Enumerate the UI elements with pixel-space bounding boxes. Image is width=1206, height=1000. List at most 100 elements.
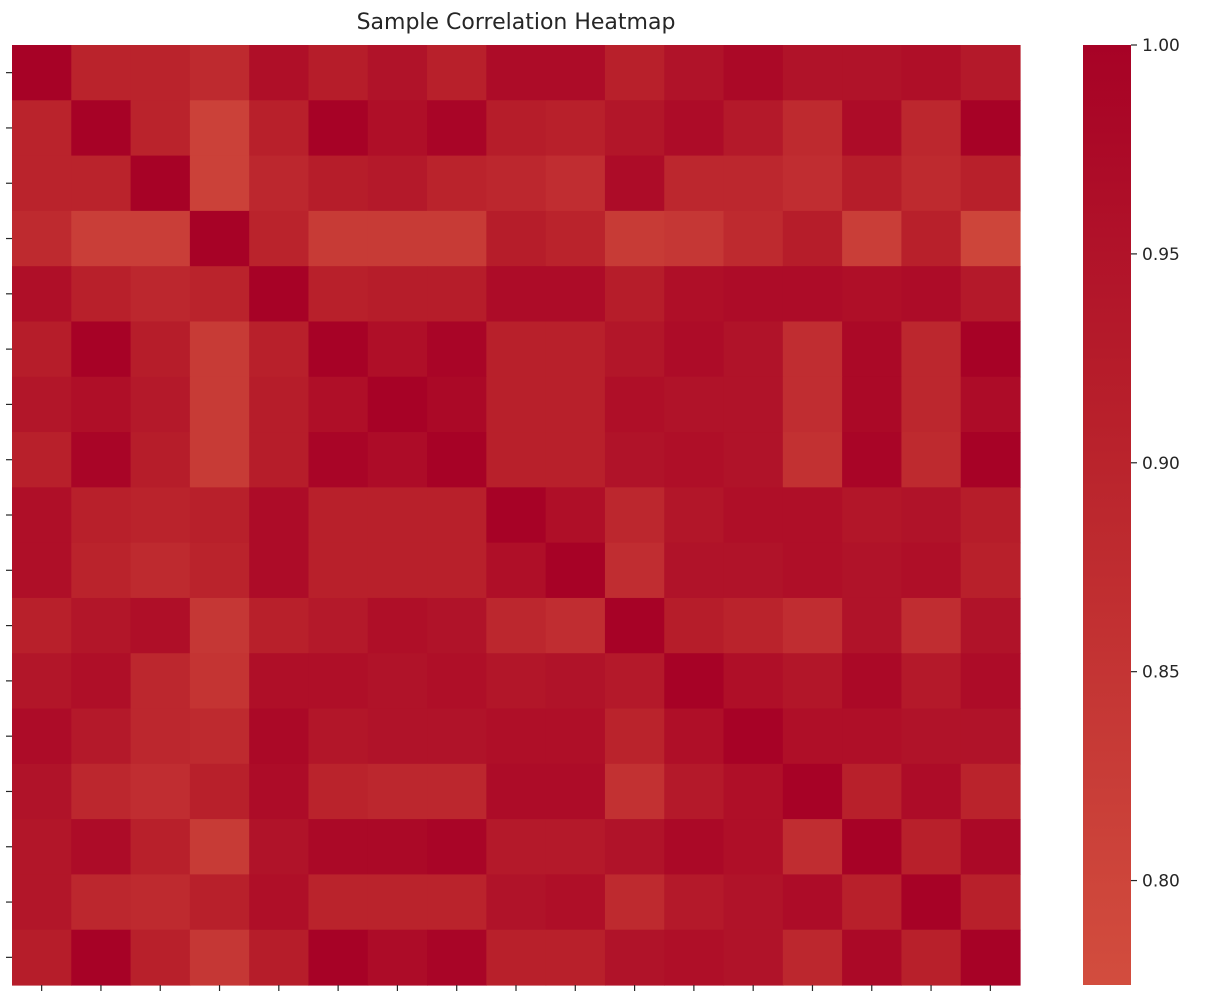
- heatmap-cell: [842, 708, 903, 765]
- heatmap-cell: [249, 210, 310, 267]
- heatmap-cell: [249, 100, 310, 157]
- heatmap-cell: [723, 266, 784, 323]
- heatmap-cell: [367, 819, 428, 876]
- heatmap-cell: [723, 45, 784, 101]
- heatmap-cell: [842, 487, 903, 544]
- heatmap-cell: [308, 100, 369, 157]
- heatmap-cell: [723, 874, 784, 931]
- heatmap-cell: [545, 266, 606, 323]
- heatmap-cell: [842, 542, 903, 599]
- heatmap-cell: [782, 100, 843, 157]
- heatmap-cell: [367, 210, 428, 267]
- heatmap-cell: [782, 266, 843, 323]
- heatmap-cell: [664, 597, 725, 654]
- heatmap-cell: [427, 929, 487, 986]
- heatmap-cell: [12, 210, 72, 267]
- heatmap-cell: [12, 487, 72, 544]
- heatmap-cell: [782, 487, 843, 544]
- heatmap-cell: [189, 321, 250, 378]
- heatmap-cell: [545, 432, 606, 488]
- heatmap-cell: [71, 100, 132, 157]
- heatmap-cell: [308, 321, 369, 378]
- heatmap-cell: [604, 45, 665, 101]
- heatmap-cell: [367, 376, 428, 433]
- heatmap-cell: [367, 45, 428, 101]
- heatmap-cell: [960, 929, 1021, 986]
- heatmap-cell: [960, 266, 1021, 323]
- heatmap-cell: [367, 653, 428, 710]
- heatmap-cell: [189, 155, 250, 212]
- heatmap-cell: [130, 45, 191, 101]
- heatmap-cell: [486, 763, 547, 820]
- heatmap-cell: [486, 376, 547, 433]
- heatmap-cell: [545, 100, 606, 157]
- colorbar-tick-label: 0.95: [1142, 245, 1180, 265]
- heatmap-cell: [71, 45, 132, 101]
- heatmap-cell: [604, 597, 665, 654]
- heatmap-cell: [249, 874, 310, 931]
- heatmap-cell: [901, 708, 962, 765]
- heatmap-cell: [782, 45, 843, 101]
- heatmap-cell: [604, 100, 665, 157]
- heatmap-cell: [960, 708, 1021, 765]
- heatmap-cell: [130, 874, 191, 931]
- heatmap-cell: [723, 321, 784, 378]
- heatmap-cell: [249, 376, 310, 433]
- heatmap-cell: [901, 432, 962, 488]
- heatmap-cell: [604, 376, 665, 433]
- heatmap-cell: [189, 487, 250, 544]
- heatmap-cell: [842, 376, 903, 433]
- heatmap-cell: [486, 432, 547, 488]
- heatmap-cell: [545, 874, 606, 931]
- heatmap-cell: [189, 432, 250, 488]
- heatmap-cell: [545, 819, 606, 876]
- heatmap-cell: [901, 542, 962, 599]
- heatmap-cell: [842, 432, 903, 488]
- heatmap-cell: [367, 542, 428, 599]
- heatmap-cell: [782, 432, 843, 488]
- heatmap-cell: [71, 376, 132, 433]
- heatmap-cell: [249, 708, 310, 765]
- heatmap-cell: [427, 210, 487, 267]
- heatmap-cell: [782, 819, 843, 876]
- heatmap-cell: [130, 708, 191, 765]
- heatmap-cell: [486, 653, 547, 710]
- heatmap-cell: [427, 266, 487, 323]
- heatmap-cell: [367, 321, 428, 378]
- heatmap-cell: [960, 597, 1021, 654]
- heatmap-cell: [12, 266, 72, 323]
- colorbar-tick-label: 0.85: [1142, 663, 1180, 683]
- heatmap-cell: [130, 321, 191, 378]
- heatmap-cell: [12, 45, 72, 101]
- heatmap-cell: [308, 874, 369, 931]
- heatmap-cell: [901, 487, 962, 544]
- heatmap-cell: [960, 432, 1021, 488]
- heatmap-cell: [960, 210, 1021, 267]
- heatmap-cell: [960, 763, 1021, 820]
- colorbar-ticks: 0.80 0.85 0.90 0.95 1.00: [1131, 36, 1180, 892]
- heatmap-cell: [12, 874, 72, 931]
- heatmap-cell: [71, 321, 132, 378]
- heatmap-cell: [664, 929, 725, 986]
- heatmap-cell: [486, 45, 547, 101]
- heatmap-cell: [189, 210, 250, 267]
- heatmap-cell: [545, 708, 606, 765]
- heatmap-cell: [723, 542, 784, 599]
- heatmap-cell: [71, 874, 132, 931]
- heatmap-cell: [249, 653, 310, 710]
- heatmap-cell: [901, 155, 962, 212]
- heatmap-cell: [604, 763, 665, 820]
- heatmap-cell: [723, 432, 784, 488]
- heatmap-cell: [308, 819, 369, 876]
- heatmap-cell: [189, 376, 250, 433]
- heatmap-cell: [664, 376, 725, 433]
- heatmap-cell: [189, 763, 250, 820]
- heatmap-cell: [130, 653, 191, 710]
- heatmap-cell: [130, 432, 191, 488]
- heatmap-cell: [782, 321, 843, 378]
- heatmap-cell: [249, 432, 310, 488]
- heatmap-cell: [782, 874, 843, 931]
- heatmap-cell: [189, 929, 250, 986]
- heatmap-cell: [12, 929, 72, 986]
